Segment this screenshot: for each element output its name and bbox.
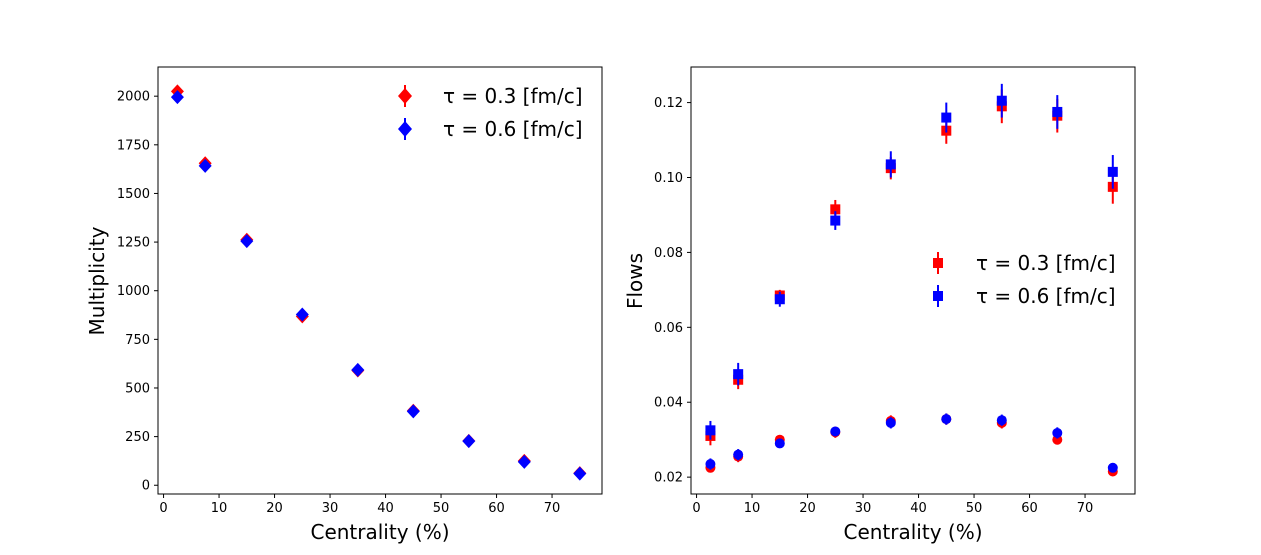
- data-point: [517, 454, 531, 469]
- data-point: [462, 434, 476, 449]
- x-tick-label: 0: [159, 501, 167, 516]
- legend-square-marker: [933, 258, 943, 268]
- flows-plot-area: [705, 83, 1118, 477]
- data-point: [406, 404, 420, 419]
- flows-series-3: [705, 413, 1118, 473]
- flows-x-ticks: 0 10 20 30 40 50 60 70: [692, 494, 1093, 516]
- data-point: [774, 438, 785, 449]
- multiplicity-legend-label-0: τ = 0.3 [fm/c]: [443, 84, 583, 108]
- multiplicity-legend-entry-0: τ = 0.3 [fm/c]: [398, 84, 583, 108]
- y-tick-label: 750: [125, 333, 150, 348]
- data-point: [1052, 106, 1063, 117]
- multiplicity-plot-area: [170, 84, 587, 481]
- y-tick-label: 0.06: [654, 321, 683, 336]
- flows-legend-label-1: τ = 0.6 [fm/c]: [976, 284, 1116, 308]
- x-tick-label: 60: [1021, 501, 1038, 516]
- flows-legend-label-0: τ = 0.3 [fm/c]: [976, 251, 1116, 275]
- y-tick-label: 500: [125, 381, 150, 396]
- multiplicity-series-1: [170, 90, 587, 481]
- flows-axes-frame: [690, 66, 1136, 495]
- multiplicity-legend: τ = 0.3 [fm/c] τ = 0.6 [fm/c]: [398, 84, 583, 141]
- x-tick-label: 70: [1077, 501, 1094, 516]
- multiplicity-legend-entry-1: τ = 0.6 [fm/c]: [398, 117, 583, 141]
- y-tick-label: 1500: [117, 187, 150, 202]
- legend-diamond-marker: [398, 121, 412, 137]
- multiplicity-axes-frame: [157, 66, 603, 495]
- y-tick-label: 0.10: [654, 171, 683, 186]
- data-point: [885, 417, 896, 428]
- x-tick-label: 40: [910, 501, 927, 516]
- multiplicity-x-ticks: 0 10 20 30 40 50 60 70: [159, 494, 560, 516]
- x-tick-label: 10: [744, 501, 761, 516]
- data-point: [733, 369, 744, 380]
- y-tick-label: 0.12: [654, 96, 683, 111]
- flows-series-2: [705, 83, 1118, 440]
- legend-diamond-marker: [398, 88, 412, 104]
- data-point: [1052, 427, 1063, 438]
- y-tick-label: 250: [125, 430, 150, 445]
- flows-legend-entry-0: τ = 0.3 [fm/c]: [933, 251, 1116, 275]
- x-tick-label: 60: [488, 501, 505, 516]
- data-point: [733, 449, 744, 460]
- data-point: [198, 158, 212, 173]
- x-tick-label: 70: [544, 501, 561, 516]
- flows-panel: 0 10 20 30 40 50 60 70 0.02 0.04 0.06 0.08 0.10 0.12…: [623, 66, 1136, 544]
- data-point: [941, 414, 952, 425]
- x-tick-label: 0: [692, 501, 700, 516]
- flows-legend-entry-1: τ = 0.6 [fm/c]: [933, 284, 1116, 308]
- x-tick-label: 10: [211, 501, 228, 516]
- data-point: [941, 112, 952, 123]
- flows-x-axis-label: Centrality (%): [843, 520, 982, 544]
- data-point: [830, 204, 841, 215]
- flows-y-axis-label: Flows: [623, 253, 647, 309]
- data-point: [295, 307, 309, 322]
- x-tick-label: 30: [322, 501, 339, 516]
- multiplicity-panel: 0 10 20 30 40 50 60 70 0 250 500 750 1000 1250 1500 17…: [85, 66, 603, 544]
- y-tick-label: 0.04: [654, 396, 683, 411]
- data-point: [996, 415, 1007, 426]
- multiplicity-legend-label-1: τ = 0.6 [fm/c]: [443, 117, 583, 141]
- data-point: [1107, 462, 1118, 473]
- data-point: [830, 426, 841, 437]
- multiplicity-y-axis-label: Multiplicity: [85, 226, 109, 335]
- data-point: [1107, 166, 1118, 177]
- x-tick-label: 20: [799, 501, 816, 516]
- x-tick-label: 50: [433, 501, 450, 516]
- y-tick-label: 1250: [117, 236, 150, 251]
- data-point: [573, 466, 587, 481]
- y-tick-label: 2000: [117, 90, 150, 105]
- legend-square-marker: [933, 291, 943, 301]
- multiplicity-x-axis-label: Centrality (%): [310, 520, 449, 544]
- multiplicity-y-ticks: 0 250 500 750 1000 1250 1500 1750 2000: [117, 90, 158, 494]
- data-point: [774, 294, 785, 305]
- x-tick-label: 20: [266, 501, 283, 516]
- x-tick-label: 50: [966, 501, 983, 516]
- data-point: [705, 459, 716, 470]
- x-tick-label: 30: [855, 501, 872, 516]
- data-point: [830, 215, 841, 226]
- data-point: [996, 95, 1007, 106]
- y-tick-label: 0: [142, 479, 150, 494]
- data-point: [170, 90, 184, 105]
- flows-y-ticks: 0.02 0.04 0.06 0.08 0.10 0.12: [654, 96, 691, 486]
- data-point: [705, 425, 716, 436]
- data-point: [885, 159, 896, 170]
- x-tick-label: 40: [377, 501, 394, 516]
- y-tick-label: 1000: [117, 284, 150, 299]
- data-point: [240, 234, 254, 249]
- y-tick-label: 0.02: [654, 471, 683, 486]
- y-tick-label: 0.08: [654, 246, 683, 261]
- flows-legend: τ = 0.3 [fm/c] τ = 0.6 [fm/c]: [933, 251, 1116, 308]
- y-tick-label: 1750: [117, 138, 150, 153]
- data-point: [351, 362, 365, 377]
